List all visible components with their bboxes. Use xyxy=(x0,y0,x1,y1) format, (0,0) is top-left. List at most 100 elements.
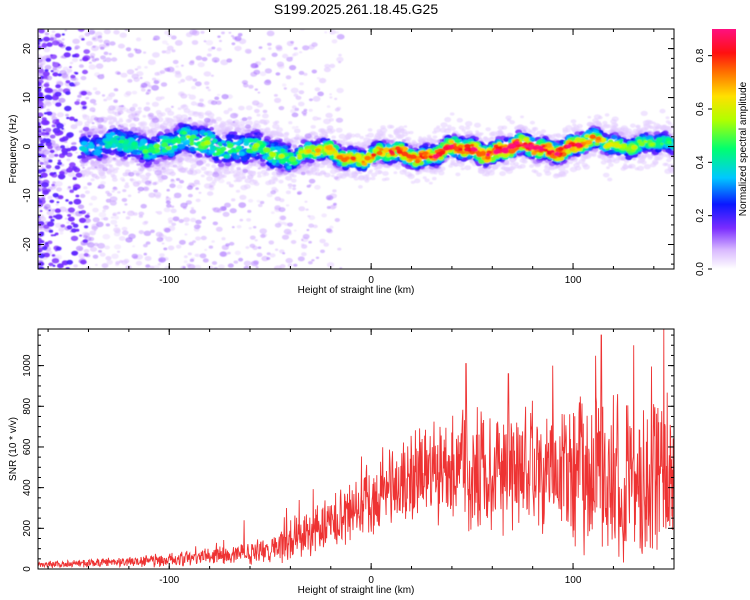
spectrogram-cell xyxy=(231,226,235,229)
spectrogram-cell xyxy=(72,187,78,191)
spectrogram-cell xyxy=(188,241,194,246)
spectrogram-cell xyxy=(65,46,72,51)
spectrogram-cell xyxy=(96,221,104,228)
spectrogram-cell xyxy=(56,41,60,44)
spectrogram-cell xyxy=(298,90,305,95)
spectrogram-cell xyxy=(45,57,52,62)
spectrogram-cell xyxy=(226,58,233,63)
spectrogram-cell xyxy=(433,171,438,175)
spectrogram-cell xyxy=(191,85,197,90)
spectrogram-cell xyxy=(298,101,305,107)
spectrogram-cell xyxy=(206,176,214,182)
spectrogram-cell xyxy=(142,149,149,154)
spectrogram-cell xyxy=(298,150,304,154)
spectrogram-cell xyxy=(222,174,227,178)
spectrogram-cell xyxy=(51,183,55,187)
spectrogram-cell xyxy=(262,109,268,114)
spectrogram-cell xyxy=(326,206,331,209)
spectrogram-cell xyxy=(109,41,116,46)
spectrogram-cell xyxy=(536,172,542,177)
spectrogram-cell xyxy=(57,173,66,180)
spectrogram-cell xyxy=(127,79,133,83)
spectrogram-cell xyxy=(200,166,207,171)
spectrogram-cell xyxy=(269,151,277,158)
spectrogram-cell xyxy=(194,81,202,87)
spectrogram-cell xyxy=(99,174,107,180)
spectrogram-cell xyxy=(165,200,171,205)
spectrogram-cell xyxy=(94,166,98,169)
spectrogram-cell xyxy=(304,200,308,203)
spectrogram-cell xyxy=(202,258,209,263)
spectrogram-cell xyxy=(288,121,293,125)
spectrogram-cell xyxy=(325,195,334,201)
spectrogram-cell xyxy=(138,211,145,216)
spectrogram-cell xyxy=(121,198,128,202)
spectrogram-cell xyxy=(306,149,312,154)
spectrogram-cell xyxy=(331,135,337,139)
spectrogram-cell xyxy=(46,221,55,227)
spectrogram-cell xyxy=(248,138,255,143)
spectrogram-cell xyxy=(272,177,279,182)
spectrogram-cell xyxy=(647,156,653,160)
spectrogram-cell xyxy=(99,252,106,257)
spectrogram-cell xyxy=(85,96,90,100)
spectrogram-cell xyxy=(168,220,173,224)
spectrogram-cell xyxy=(64,217,68,220)
spectrogram-cell xyxy=(258,203,263,208)
spectrogram-cell xyxy=(195,236,201,241)
spectrogram-cell xyxy=(246,218,252,222)
spectrogram-cell xyxy=(464,165,472,171)
spectrogram-cell xyxy=(458,125,465,130)
spectrogram-cell xyxy=(119,260,124,263)
spectrogram-cell xyxy=(70,146,78,151)
spectrogram-cell xyxy=(152,77,157,81)
spectrogram-cell xyxy=(241,117,248,122)
spectrogram-cell xyxy=(297,192,301,195)
spectrogram-cell xyxy=(159,253,165,258)
spectrogram-cell xyxy=(460,167,465,171)
spectrogram-cell xyxy=(40,119,49,126)
spectrogram-cell xyxy=(154,148,161,153)
spectrogram-cell xyxy=(44,64,52,70)
spectrogram-cell xyxy=(220,59,229,66)
spectrogram-cell xyxy=(188,154,193,158)
spectrogram-cell xyxy=(204,81,210,86)
spectrogram-cell xyxy=(176,244,182,249)
spectrogram-cell xyxy=(229,170,235,174)
spectrogram-cell xyxy=(315,148,321,153)
spectrogram-cell xyxy=(215,129,223,136)
spectrogram-cell xyxy=(294,136,299,140)
spectrogram-cell xyxy=(193,224,201,230)
spectrogram-cell xyxy=(38,112,44,118)
spectrogram-cell xyxy=(369,169,373,173)
spectrogram-cell xyxy=(117,112,122,116)
spectrogram-cell xyxy=(533,170,539,174)
spectrogram-cell xyxy=(291,105,297,109)
spectrogram-cell xyxy=(137,191,141,194)
spectrogram-cell xyxy=(329,205,336,210)
spectrogram-cell xyxy=(52,62,60,68)
spectrogram-cell xyxy=(396,163,402,168)
spectrogram-cell xyxy=(224,202,231,208)
spectrogram-cell xyxy=(131,73,139,80)
spectrogram-cell xyxy=(308,178,316,184)
spectrogram-cell xyxy=(270,190,277,195)
spectrogram-cell xyxy=(643,164,652,170)
spectrogram-cell xyxy=(134,113,138,116)
spectrogram-cell xyxy=(219,206,227,212)
spectrogram-cell xyxy=(50,172,54,176)
spectrogram-cell xyxy=(43,112,48,115)
spectrogram-cell xyxy=(185,75,194,81)
spectrogram-cell xyxy=(55,203,59,206)
spectrogram-cell xyxy=(140,203,147,209)
spectrogram-cell xyxy=(92,207,99,213)
spectrogram-cell xyxy=(156,211,163,215)
spectrogram-cell xyxy=(90,195,98,201)
spectrogram-cell xyxy=(422,176,427,180)
spectrogram-cell xyxy=(207,112,215,118)
spectrogram-cell xyxy=(635,125,640,129)
spectrogram-cell xyxy=(80,146,88,152)
spectrogram-cell xyxy=(82,239,89,244)
spectrogram-cell xyxy=(48,262,54,267)
